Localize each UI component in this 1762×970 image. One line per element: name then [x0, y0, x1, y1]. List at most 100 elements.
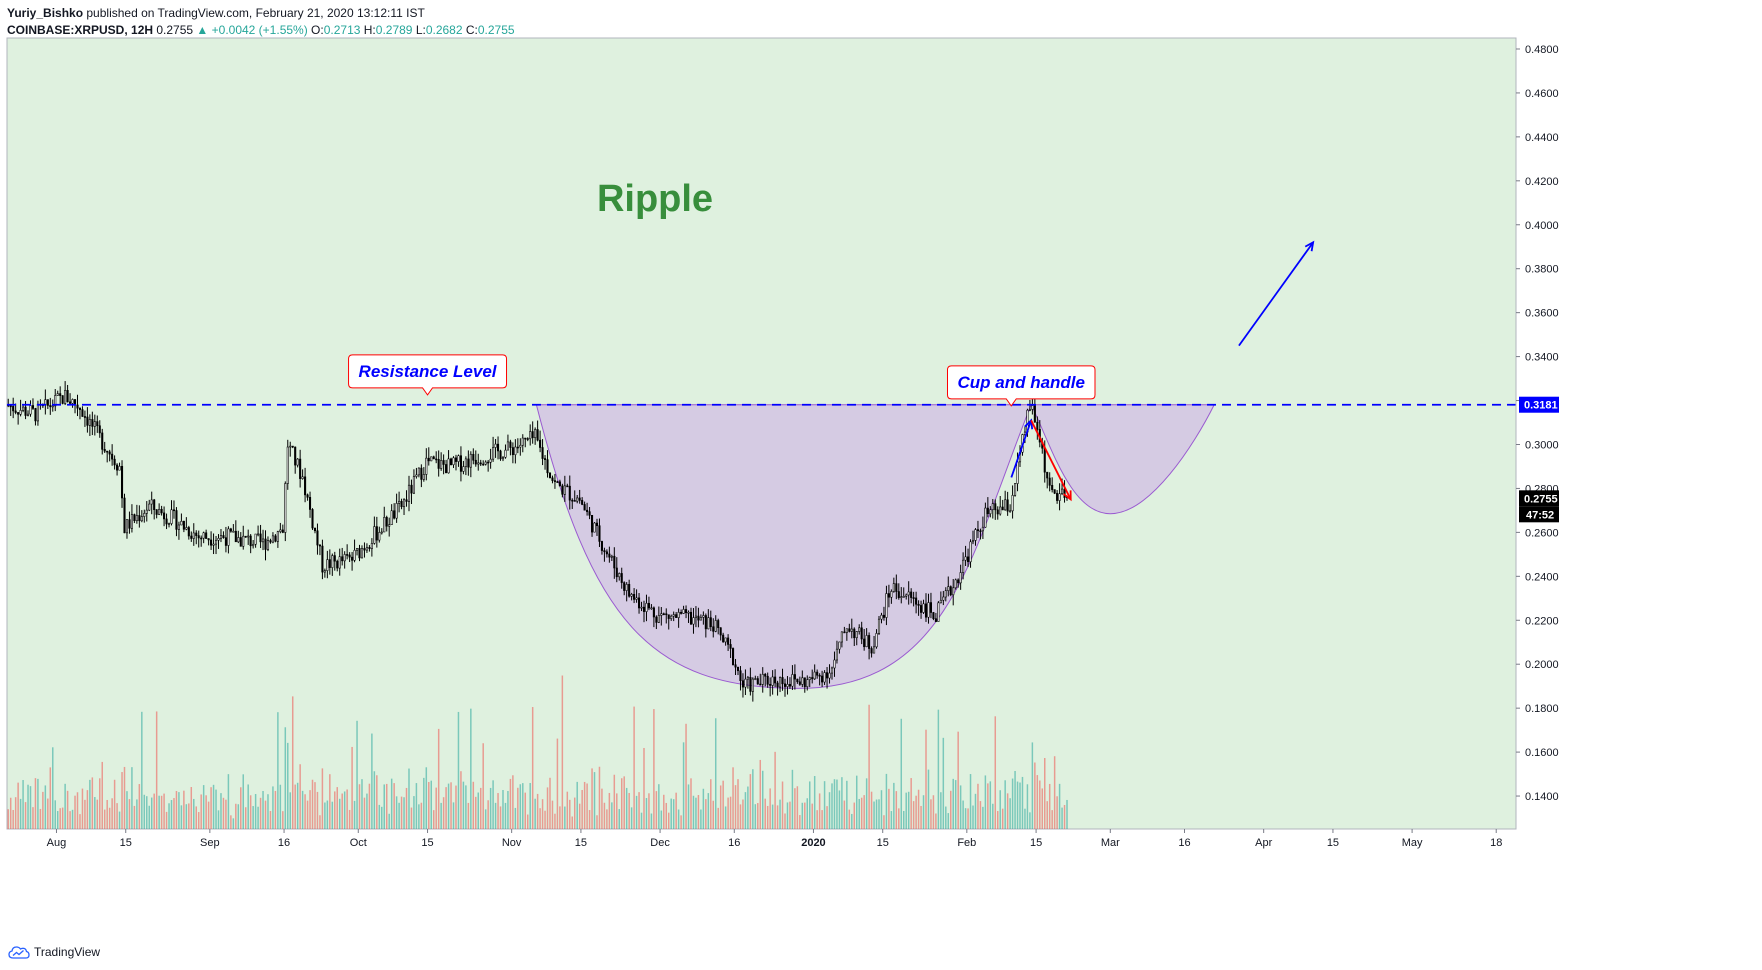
candle-body [158, 508, 161, 515]
volume-bar [1014, 770, 1016, 829]
volume-bar [420, 802, 423, 829]
volume-bar [264, 800, 267, 829]
candle-body [200, 537, 203, 540]
volume-bar [922, 795, 925, 829]
volume-bar [390, 778, 393, 829]
candle-body [212, 543, 215, 546]
resistance-badge: 0.3181 [1524, 400, 1558, 412]
candle-body [259, 533, 262, 543]
volume-bar [118, 811, 121, 829]
volume-bar [66, 790, 69, 829]
candle-body [499, 450, 502, 460]
volume-bar [571, 816, 573, 829]
volume-bar [272, 786, 274, 829]
candle-body [504, 449, 507, 458]
volume-bar [153, 793, 155, 829]
volume-bar [494, 802, 497, 829]
volume-bar [22, 780, 24, 829]
volume-bar [178, 792, 180, 829]
volume-bar [789, 801, 791, 829]
candle-body [78, 407, 82, 410]
candle-body [682, 609, 685, 614]
volume-bar [296, 782, 299, 829]
volume-bar [952, 778, 954, 829]
candle-body [595, 522, 599, 527]
volume-bar [823, 781, 826, 829]
y-axis[interactable]: 0.1400 0.1600 0.1800 0.2000 0.2200 0.2400 0.26… [1515, 38, 1559, 829]
volume-bar [343, 791, 346, 829]
x-tick-label: 16 [1178, 837, 1190, 849]
volume-bar [623, 776, 625, 829]
candle-body [9, 405, 12, 408]
candle-body [1014, 483, 1017, 496]
candle-body [561, 485, 564, 495]
candle-body [363, 548, 366, 551]
volume-bar [42, 791, 44, 829]
volume-bar [838, 790, 841, 829]
candle-body [14, 410, 17, 413]
volume-bar [581, 789, 583, 829]
volume-bar [573, 797, 576, 829]
candle-body [1028, 409, 1031, 411]
candle-body [420, 467, 423, 480]
candle-body [1043, 447, 1046, 473]
candle-body [868, 635, 871, 649]
volume-bar [477, 792, 479, 829]
candle-body [407, 484, 411, 502]
x-axis[interactable]: Aug 15 Sep 16 Oct 15 Nov 15 Dec 16 2020 15 Feb 15 Mar 1… [47, 829, 1503, 849]
candle-body [529, 431, 532, 440]
volume-bar [52, 747, 54, 829]
candle-body [895, 583, 898, 592]
candle-body [261, 538, 265, 543]
volume-bar [977, 783, 979, 829]
volume-bar [982, 806, 984, 829]
volume-bar [240, 787, 242, 829]
volume-bar [987, 783, 989, 829]
candle-body [101, 432, 104, 450]
y-tick-label: 0.3000 [1525, 439, 1559, 451]
candle-body [1063, 488, 1066, 498]
candle-body [31, 405, 35, 409]
trend-arrow-line [1238, 241, 1314, 347]
candle-body [348, 554, 351, 558]
candle-body [1036, 421, 1039, 430]
candle-body [464, 458, 467, 467]
volume-bar [341, 793, 343, 829]
volume-bar [106, 799, 108, 829]
open-value: 0.2713 [323, 23, 361, 37]
volume-bar [806, 798, 809, 829]
candle-body [924, 603, 928, 618]
volume-bar [442, 797, 445, 829]
candle-body [964, 556, 967, 561]
volume-bar [202, 785, 205, 829]
volume-bar [569, 799, 571, 829]
volume-bar [44, 785, 47, 829]
candle-body [294, 446, 297, 466]
countdown-badge: 47:52 [1526, 509, 1554, 521]
volume-bar [1004, 780, 1006, 829]
volume-bar [643, 747, 645, 829]
volume-bar [900, 718, 903, 829]
volume-bar [727, 797, 729, 829]
candle-body [714, 620, 717, 632]
volume-bar [687, 784, 690, 829]
author-name[interactable]: Yuriy_Bishko [7, 6, 84, 20]
volume-bar [326, 800, 329, 829]
volume-bar [47, 798, 49, 829]
volume-bar [336, 787, 338, 829]
tradingview-logo[interactable]: TradingView [8, 945, 100, 959]
candle-body [613, 555, 616, 569]
volume-bar [363, 797, 366, 829]
volume-bar [12, 809, 14, 829]
candle-body [148, 503, 151, 511]
volume-bar [400, 796, 403, 829]
candle-body [462, 466, 465, 472]
candle-body [793, 674, 796, 680]
volume-bar [499, 806, 502, 829]
volume-bar [398, 802, 400, 829]
symbol-label[interactable]: COINBASE:XRPUSD, 12H [7, 23, 154, 37]
volume-bar [566, 791, 569, 829]
candle-body [981, 526, 984, 532]
candle-body [343, 554, 346, 562]
